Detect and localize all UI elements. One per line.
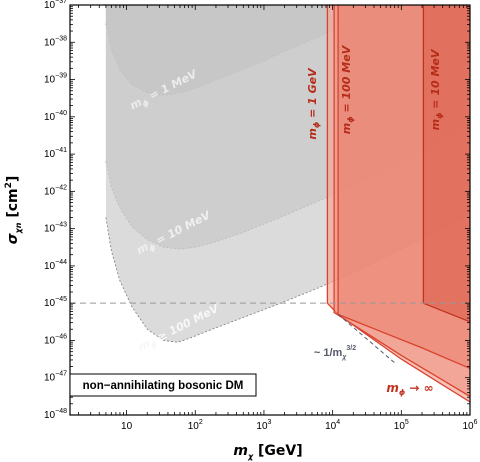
gray-boundary-2 — [105, 213, 470, 343]
y-tick-label: 10−43 — [44, 222, 67, 235]
red-region-label-3: mϕ = 10 MeV — [429, 48, 444, 130]
slope-label: ~ 1/mχ3/2 — [314, 345, 356, 361]
x-tick-label: 103 — [256, 419, 271, 432]
red-excluded-regions — [326, 5, 470, 403]
x-tick-label: 105 — [394, 419, 409, 432]
red-boundary-1 — [333, 5, 470, 397]
y-tick-label: 10−46 — [44, 333, 67, 346]
red-region-label-0: mϕ → ∞ — [386, 381, 433, 397]
x-tick-label: 106 — [462, 419, 477, 432]
y-tick-label: 10−38 — [44, 35, 67, 48]
reference-lines — [70, 302, 470, 364]
y-tick-label: 10−37 — [44, 0, 67, 11]
y-tick-label: 10−42 — [44, 184, 67, 197]
x-tick-label: 104 — [325, 419, 340, 432]
y-axis-label: σχn [cm2] — [4, 176, 23, 245]
x-tick-label: 102 — [188, 419, 203, 432]
x-tick-label: 10 — [121, 421, 133, 432]
annotation-text: non−annihilating bosonic DM — [83, 380, 244, 392]
annotation-box: non−annihilating bosonic DM — [69, 373, 257, 397]
slope-line — [337, 313, 395, 364]
y-tick-label: 10−44 — [44, 259, 67, 272]
y-tick-label: 10−47 — [44, 371, 67, 384]
y-tick-label: 10−40 — [44, 110, 67, 123]
red-region-label-1: mϕ = 1 GeV — [306, 67, 321, 140]
y-tick-label: 10−48 — [44, 408, 67, 421]
x-axis-label: mχ [GeV] — [233, 443, 302, 461]
y-axis-ticks: 10−37 10−38 10−39 10−40 10−41 10−42 10−43 10−44… — [44, 0, 470, 421]
plot-frame — [69, 4, 471, 416]
y-tick-label: 10−45 — [44, 296, 67, 309]
y-tick-label: 10−39 — [44, 73, 67, 86]
y-tick-label: 10−41 — [44, 147, 67, 160]
red-region-3 — [423, 5, 470, 322]
red-boundary-2 — [337, 5, 470, 369]
red-region-label-2: mϕ = 100 MeV — [340, 44, 355, 134]
x-axis-ticks: 10 102 103 104 105 106 — [78, 5, 478, 432]
